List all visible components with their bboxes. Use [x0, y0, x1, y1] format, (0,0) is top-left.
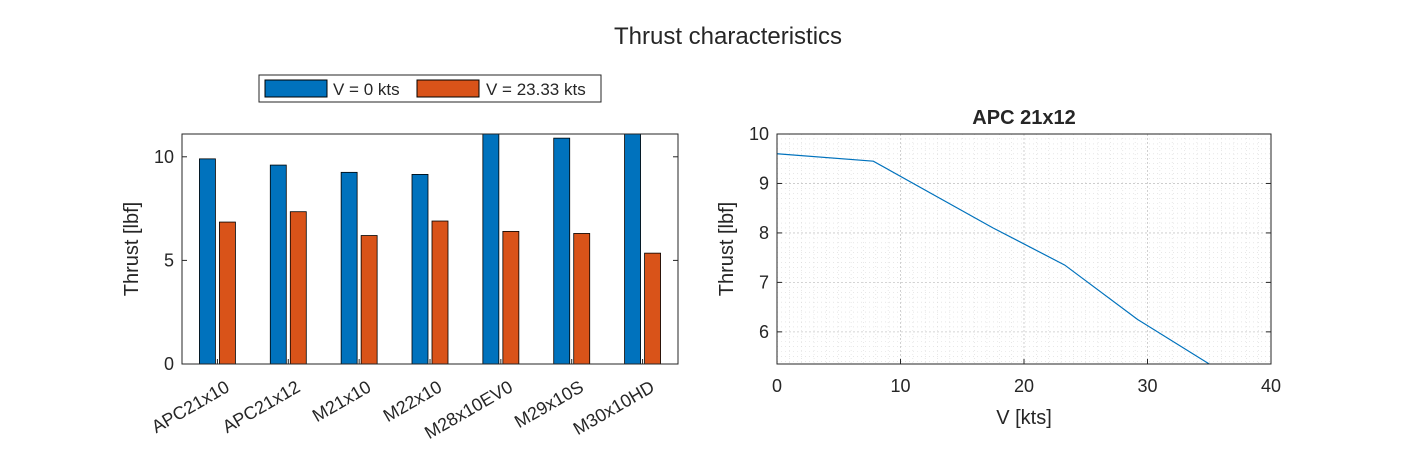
- line-chart: 0 10 20 30 40 6 7 8 9 10 APC 21x12 V [kts] Thrust…: [716, 107, 1281, 429]
- line-x-tick-label: 20: [1014, 376, 1034, 396]
- bar-y-axis-label: Thrust [lbf]: [121, 202, 143, 296]
- legend-label-series2: V = 23.33 kts: [486, 80, 586, 99]
- legend: V = 0 kts V = 23.33 kts: [258, 74, 602, 103]
- bar-v0-m29x10s: [553, 137, 571, 365]
- line-x-tick-label: 0: [772, 376, 782, 396]
- line-x-tick-label: 30: [1137, 376, 1157, 396]
- bar-v0-apc21x12: [269, 164, 287, 365]
- line-axes-box: [776, 133, 1272, 365]
- bar-v23-apc21x12: [289, 211, 307, 365]
- line-axes: 0 10 20 30 40 6 7 8 9 10: [749, 124, 1281, 396]
- bar-v0-m30x10hd: [624, 133, 641, 365]
- line-x-axis-label: V [kts]: [996, 407, 1052, 429]
- line-plot-area: [777, 134, 1271, 364]
- line-chart-title: APC 21x12: [972, 107, 1075, 129]
- line-y-tick-label: 8: [759, 223, 769, 243]
- line-x-tick-label: 40: [1261, 376, 1281, 396]
- bar-y-tick-label: 10: [154, 147, 174, 167]
- line-y-tick-label: 9: [759, 173, 769, 193]
- bar-v23-m28x10ev0: [502, 230, 520, 365]
- bar-v23-m29x10s: [573, 233, 591, 365]
- legend-swatch-series2: [416, 79, 480, 98]
- bar-x-tick-label: M21x10: [309, 377, 374, 426]
- bar-v0-m21x10: [340, 171, 358, 365]
- bar-v0-apc21x10: [199, 158, 216, 365]
- bar-v23-m22x10: [431, 220, 449, 365]
- line-y-tick-label: 6: [759, 322, 769, 342]
- line-y-axis-label: Thrust [lbf]: [716, 202, 738, 296]
- figure-title: Thrust characteristics: [614, 23, 842, 50]
- line-y-tick-label: 7: [759, 272, 769, 292]
- bar-x-tick-label: APC21x12: [219, 377, 304, 437]
- legend-label-series1: V = 0 kts: [333, 80, 400, 99]
- bar-v0-m22x10: [411, 174, 429, 365]
- line-y-tick-label: 10: [749, 124, 769, 144]
- legend-swatch-series1: [264, 79, 328, 98]
- bar-axes-box: [181, 133, 679, 365]
- line-marks: [776, 153, 1210, 365]
- bar-x-tick-label: M30x10HD: [570, 377, 658, 439]
- bar-plot-area: [182, 134, 678, 364]
- bar-v0-m28x10ev0: [482, 133, 500, 365]
- line-series-thrust: [776, 153, 1210, 365]
- line-x-tick-label: 10: [890, 376, 910, 396]
- bar-x-tick-label: APC21x10: [148, 377, 233, 437]
- bar-marks: [199, 133, 661, 365]
- bar-y-tick-label: 5: [164, 250, 174, 270]
- bar-v23-m21x10: [360, 235, 378, 365]
- bar-v23-apc21x10: [219, 221, 236, 365]
- bar-v23-m30x10hd: [644, 252, 661, 365]
- bar-y-tick-label: 0: [164, 354, 174, 374]
